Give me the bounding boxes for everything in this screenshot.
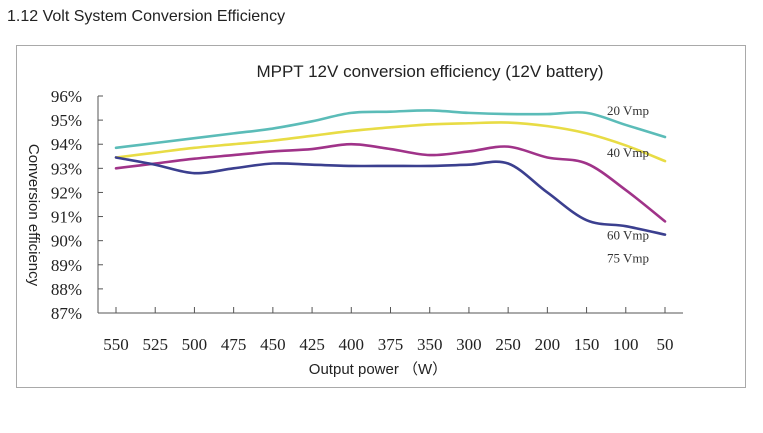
x-tick-label: 525 <box>142 335 168 354</box>
series-line-20-vmp <box>114 109 667 150</box>
y-tick-label: 87% <box>51 304 82 323</box>
y-tick-label: 88% <box>51 280 82 299</box>
y-tick-label: 95% <box>51 111 82 130</box>
y-tick-label: 93% <box>51 159 82 178</box>
axes: 87% 88% 89% 90% 91% 92% 93% 94% 95% 96% 550 525 500 4… <box>51 87 683 354</box>
chart-frame <box>16 45 746 388</box>
y-tick-label: 92% <box>51 183 82 202</box>
chart-title: MPPT 12V conversion efficiency (12V batt… <box>256 62 603 81</box>
x-tick-label: 50 <box>657 335 674 354</box>
series-line-40-vmp <box>114 121 667 163</box>
x-tick-label: 475 <box>221 335 247 354</box>
x-tick-label: 500 <box>182 335 208 354</box>
series-label: 20 Vmp <box>607 103 649 118</box>
series-line-75-vmp <box>114 156 667 236</box>
y-axis-label: Conversion efficiency <box>25 144 42 287</box>
series-labels: 20 Vmp 40 Vmp 60 Vmp 75 Vmp <box>607 103 649 266</box>
x-tick-label: 550 <box>103 335 129 354</box>
y-tick-label: 90% <box>51 232 82 251</box>
y-tick-label: 91% <box>51 208 82 227</box>
y-tick-label: 96% <box>51 87 82 106</box>
x-tick-label: 300 <box>456 335 482 354</box>
series-layer <box>114 109 667 236</box>
series-label: 60 Vmp <box>607 227 649 242</box>
y-tick-label: 89% <box>51 256 82 275</box>
x-tick-label: 400 <box>339 335 365 354</box>
x-axis-label: Output power （W） <box>309 361 447 378</box>
y-tick-label: 94% <box>51 135 82 154</box>
series-line-60-vmp <box>114 142 667 223</box>
x-tick-label: 375 <box>378 335 404 354</box>
x-tick-label: 150 <box>574 335 600 354</box>
section-heading: 1.12 Volt System Conversion Efficiency <box>7 8 286 25</box>
x-tick-label: 200 <box>535 335 561 354</box>
x-tick-label: 250 <box>495 335 521 354</box>
series-label: 75 Vmp <box>607 251 649 266</box>
x-tick-label: 450 <box>260 335 286 354</box>
x-tick-label: 425 <box>299 335 325 354</box>
x-tick-label: 100 <box>613 335 639 354</box>
series-label: 40 Vmp <box>607 145 649 160</box>
x-tick-label: 350 <box>417 335 443 354</box>
